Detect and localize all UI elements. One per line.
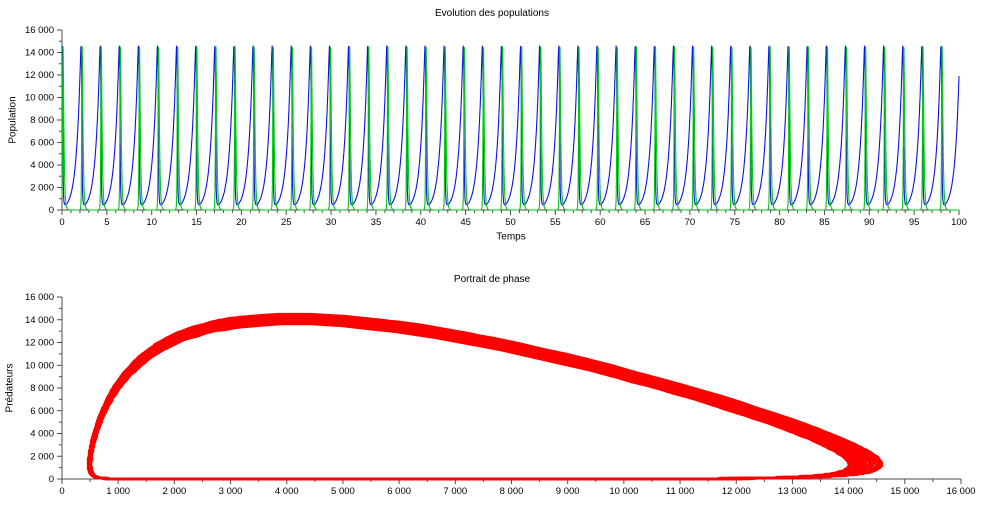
y-tick-label: 8 000 <box>30 115 54 126</box>
phase-limit-cycle <box>86 312 884 481</box>
x-tick-label: 45 <box>460 217 471 228</box>
x-tick-label: 60 <box>595 217 606 228</box>
x-tick-label: 70 <box>685 217 696 228</box>
x-tick-label: 55 <box>550 217 561 228</box>
x-tick-label: 25 <box>281 217 292 228</box>
x-tick-label: 90 <box>864 217 875 228</box>
x-tick-label: 80 <box>774 217 785 228</box>
y-tick-label: 16 000 <box>25 292 54 303</box>
y-tick-label: 12 000 <box>25 338 54 349</box>
y-tick-label: 4 000 <box>30 160 54 171</box>
y-tick-label: 6 000 <box>30 138 54 149</box>
y-tick-label: 12 000 <box>25 70 54 81</box>
y-tick-label: 16 000 <box>25 25 54 36</box>
x-tick-label: 8 000 <box>500 486 524 497</box>
phase-chart-title: Portrait de phase <box>453 274 531 285</box>
y-tick-label: 8 000 <box>30 383 54 394</box>
x-tick-label: 13 000 <box>778 486 807 497</box>
x-tick-label: 6 000 <box>387 486 411 497</box>
x-tick-label: 5 000 <box>331 486 355 497</box>
x-tick-label: 10 000 <box>609 486 638 497</box>
y-tick-label: 14 000 <box>25 315 54 326</box>
x-tick-label: 3 000 <box>219 486 243 497</box>
x-tick-label: 2 000 <box>162 486 186 497</box>
x-tick-label: 40 <box>416 217 427 228</box>
phase-axes: 0 1 000 2 000 3 000 4 000 5 000 6 000 7 000 8 00… <box>25 292 976 497</box>
x-tick-label: 65 <box>640 217 651 228</box>
y-tick-label: 10 000 <box>25 93 54 104</box>
x-tick-label: 1 000 <box>106 486 130 497</box>
x-tick-label: 4 000 <box>275 486 299 497</box>
x-tick-label: 7 000 <box>443 486 467 497</box>
y-tick-label: 4 000 <box>30 429 54 440</box>
limit-cycle-orbit-path <box>86 312 884 481</box>
x-tick-label: 20 <box>236 217 247 228</box>
evolution-xaxis-label: Temps <box>496 231 526 243</box>
y-tick-label: 6 000 <box>30 406 54 417</box>
x-tick-label: 35 <box>371 217 382 228</box>
predator-series-path <box>61 46 960 211</box>
x-tick-label: 10 <box>146 217 157 228</box>
y-tick-label: 14 000 <box>25 48 54 59</box>
x-tick-label: 11 000 <box>666 486 694 497</box>
x-tick-label: 14 000 <box>834 486 863 497</box>
x-tick-label: 95 <box>909 217 920 228</box>
y-tick-label: 0 <box>49 474 54 485</box>
x-tick-label: 15 <box>191 217 202 228</box>
x-tick-label: 12 000 <box>722 486 751 497</box>
y-tick-label: 2 000 <box>30 183 54 194</box>
x-tick-label: 0 <box>59 217 64 228</box>
y-tick-label: 0 <box>49 205 54 216</box>
x-tick-label: 9 000 <box>556 486 580 497</box>
y-tick-label: 2 000 <box>30 451 54 462</box>
x-tick-label: 50 <box>505 217 516 228</box>
x-tick-label: 85 <box>819 217 830 228</box>
x-tick-label: 16 000 <box>946 486 975 497</box>
x-tick-label: 0 <box>59 486 64 497</box>
x-tick-label: 5 <box>104 217 109 228</box>
y-tick-label: 10 000 <box>25 360 54 371</box>
evolution-series <box>61 45 960 211</box>
evolution-chart-title: Evolution des populations <box>435 8 549 19</box>
x-tick-label: 75 <box>729 217 740 228</box>
x-tick-label: 15 000 <box>890 486 919 497</box>
x-tick-label: 30 <box>326 217 337 228</box>
x-tick-label: 100 <box>951 217 967 228</box>
